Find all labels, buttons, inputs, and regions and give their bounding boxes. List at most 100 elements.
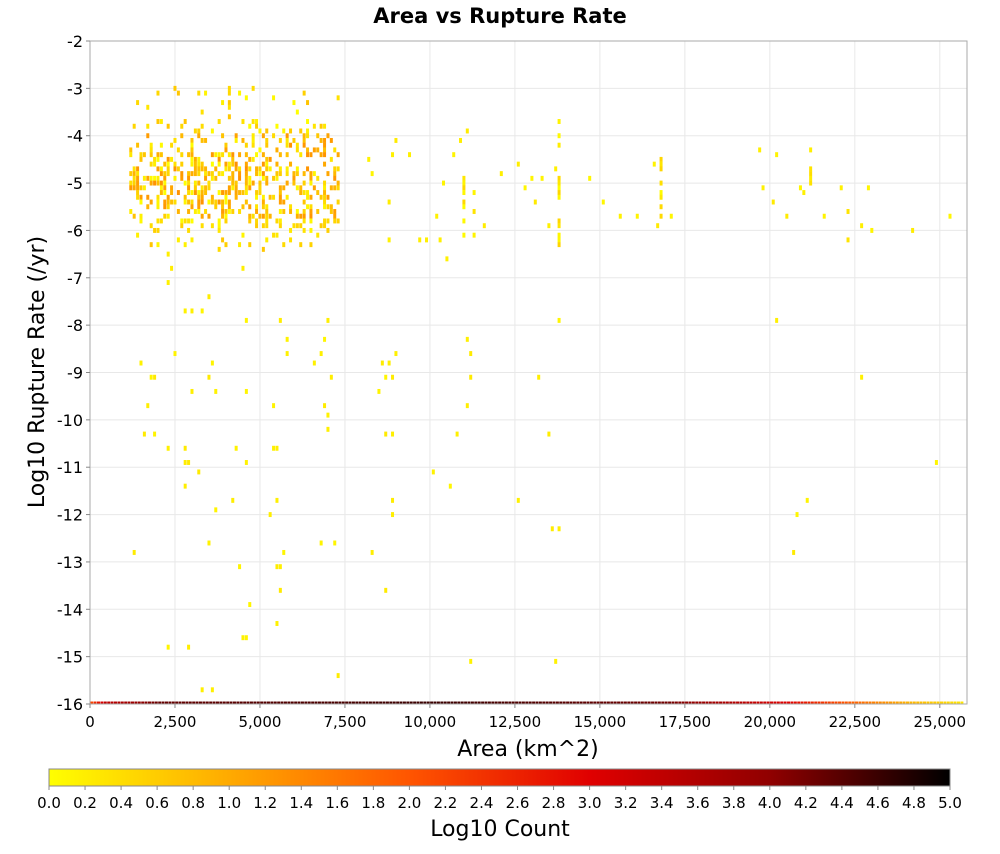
heatmap-cell (244, 199, 248, 205)
heatmap-cell (387, 199, 391, 205)
heatmap-cell (224, 242, 228, 248)
heatmap-cell (323, 190, 327, 196)
heatmap-cell (244, 166, 248, 172)
heatmap-cell (100, 701, 104, 704)
heatmap-cell (554, 658, 558, 664)
heatmap-cell (190, 388, 194, 394)
colorbar (48, 768, 951, 787)
heatmap-cell (934, 460, 938, 465)
heatmap-cell (323, 185, 327, 191)
heatmap-cell (231, 209, 235, 214)
y-tick-label: -11 (57, 458, 83, 477)
heatmap-cell (268, 213, 272, 219)
heatmap-cell (333, 175, 337, 181)
heatmap-cell (600, 701, 604, 704)
heatmap-cell (275, 147, 279, 153)
heatmap-cell (295, 109, 299, 115)
heatmap-cell (244, 95, 248, 101)
heatmap-cell (309, 152, 313, 158)
heatmap-cell (248, 156, 252, 162)
heatmap-cell (136, 232, 140, 238)
heatmap-cell (623, 701, 627, 704)
heatmap-cell (132, 171, 136, 177)
heatmap-cell (200, 199, 204, 205)
heatmap-cell (210, 223, 214, 229)
heatmap-cell (326, 171, 330, 177)
heatmap-cell (224, 166, 228, 172)
heatmap-cell (166, 199, 170, 205)
heatmap-cell (193, 161, 197, 167)
heatmap-cell (170, 156, 174, 162)
heatmap-cell (321, 701, 325, 704)
heatmap-cell (695, 701, 699, 704)
heatmap-cell (190, 137, 194, 143)
x-tick-label: 22,500 (829, 713, 882, 731)
heatmap-cell (251, 156, 255, 162)
heatmap-cell (557, 133, 561, 139)
heatmap-cell (557, 190, 561, 196)
heatmap-cell (681, 701, 685, 704)
heatmap-cell (234, 180, 238, 186)
heatmap-cell (838, 701, 842, 704)
heatmap-cell (159, 185, 163, 191)
heatmap-cell (761, 185, 765, 191)
heatmap-cell (244, 190, 248, 196)
heatmap-cell (278, 223, 282, 229)
heatmap-cell (302, 209, 306, 214)
heatmap-cell (306, 133, 310, 139)
heatmap-cell (547, 223, 551, 229)
heatmap-cell (878, 701, 882, 704)
heatmap-cell (906, 701, 910, 704)
heatmap-cell (297, 701, 301, 704)
heatmap-cell (227, 85, 231, 91)
heatmap-cell (329, 137, 333, 143)
heatmap-cell (333, 209, 337, 214)
heatmap-cell (132, 123, 136, 129)
heatmap-cell (190, 142, 194, 148)
heatmap-cell (210, 152, 214, 158)
heatmap-cell (370, 171, 374, 177)
heatmap-cell (484, 701, 488, 704)
heatmap-cell (358, 701, 362, 704)
heatmap-cell (635, 213, 639, 219)
heatmap-cell (241, 204, 245, 210)
heatmap-cell (265, 223, 269, 229)
heatmap-cell (272, 133, 276, 139)
heatmap-cell (204, 171, 208, 177)
heatmap-cell (156, 180, 160, 186)
heatmap-cell (839, 185, 843, 191)
heatmap-cell (557, 232, 561, 238)
heatmap-cell (255, 123, 259, 129)
heatmap-cell (197, 209, 201, 214)
heatmap-cell (190, 199, 194, 205)
heatmap-cell (362, 701, 366, 704)
heatmap-cell (455, 431, 459, 437)
heatmap-cell (227, 175, 231, 181)
heatmap-cell (129, 209, 133, 214)
heatmap-cell (848, 701, 852, 704)
colorbar-tick-label: 4.4 (830, 794, 854, 812)
heatmap-cell (292, 180, 296, 186)
heatmap-cell (163, 204, 167, 210)
heatmap-cell (292, 171, 296, 177)
heatmap-cell (338, 701, 342, 704)
heatmap-cell (238, 166, 242, 172)
heatmap-cell (181, 701, 185, 704)
heatmap-cell (130, 701, 134, 704)
heatmap-cell (640, 701, 644, 704)
heatmap-cell (275, 564, 279, 570)
heatmap-cell (187, 218, 191, 224)
heatmap-cell (129, 180, 133, 186)
heatmap-cell (176, 237, 180, 243)
heatmap-cell (255, 190, 259, 196)
heatmap-cell (193, 190, 197, 196)
heatmap-cell (946, 701, 950, 704)
heatmap-cell (244, 161, 248, 167)
heatmap-cell (263, 701, 267, 704)
heatmap-cell (187, 185, 191, 191)
heatmap-cell (251, 137, 255, 143)
heatmap-cell (384, 374, 388, 380)
heatmap-cell (469, 374, 473, 380)
heatmap-cell (166, 445, 170, 451)
heatmap-cell (516, 497, 520, 503)
